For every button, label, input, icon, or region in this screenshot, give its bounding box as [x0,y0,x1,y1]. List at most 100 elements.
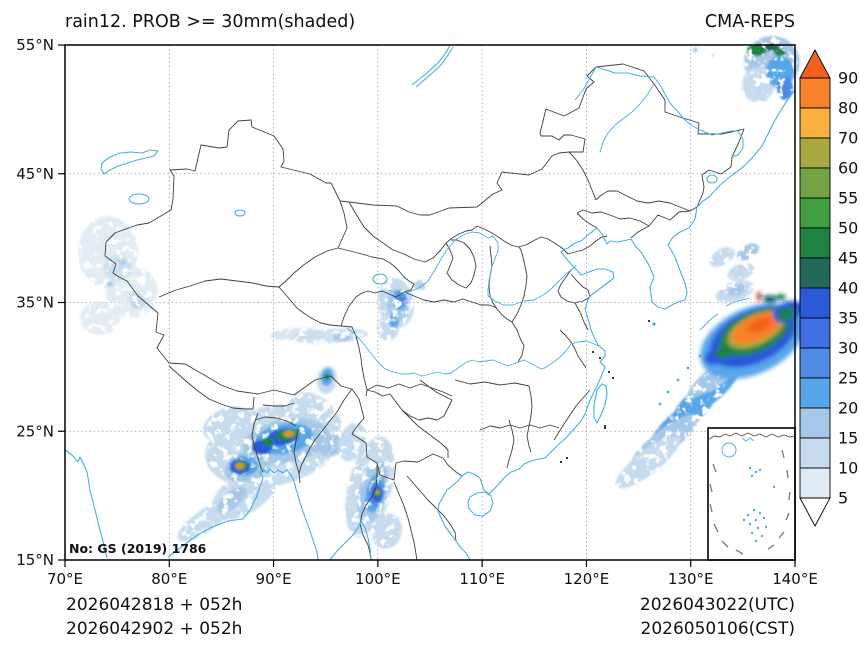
province-innermongolia-south [476,225,608,255]
province-guizhou [366,379,453,421]
thai-coast [329,520,372,561]
lon-tick-label: 90°E [256,570,292,588]
colorbar-under-arrow [799,497,831,527]
lake-bosten [234,209,246,217]
province-nanling [479,424,560,431]
lake-balkhash [100,149,159,175]
plot-title: rain12. PROB >= 30mm(shaded) [65,12,355,32]
province-xinjiang-south [158,200,348,298]
colorbar-segment [799,317,831,349]
precip-se-tibet [316,366,338,394]
footer-valid-utc: 2026043022(UTC) [640,595,795,615]
longitude-axis: 70°E 80°E 90°E 100°E 110°E 120°E 130°E 140°E [47,560,818,588]
model-label: CMA-REPS [705,12,795,32]
colorbar-tick-label: 50 [838,219,858,238]
lon-tick-label: 100°E [355,570,401,588]
province-shaanxi-shanxi [488,245,513,323]
precip-shading [78,36,804,549]
korea-coastline [630,206,698,310]
colorbar-tick-label: 60 [838,159,858,178]
colorbar-segment [799,77,831,109]
songhua-river [599,83,655,153]
footer-init-utc: 2026042818 + 052h [66,595,242,615]
colorbar-tick-label: 45 [838,249,858,268]
yangtze-river [346,327,602,377]
precip-bengal-outer [177,391,353,542]
amur-river [574,66,744,158]
border-india-myanmar [298,388,353,475]
province-shandong [557,269,591,304]
lon-tick-label: 70°E [47,570,83,588]
lake-baikal [411,44,454,88]
japan-coast-fragments [699,295,796,331]
latitude-axis: 55°N 45°N 35°N 25°N 15°N [16,36,65,569]
colorbar-tick-label: 5 [838,489,848,508]
colorbar-tick-label: 55 [838,189,858,208]
lon-tick-label: 120°E [564,570,610,588]
colorbar-tick-label: 70 [838,129,858,148]
lat-tick-label: 55°N [16,36,54,54]
border-laos-vietnam [406,475,457,542]
colorbar-segment [799,197,831,229]
colorbar-segment [799,107,831,139]
lon-tick-label: 140°E [772,570,818,588]
colorbar-segment [799,257,831,289]
colorbar-tick-label: 90 [838,69,858,88]
china-border-north [105,63,745,243]
inset-hainan [721,442,737,458]
province-shanxi-hebei [511,246,528,323]
border-bhutan [262,402,295,407]
province-jilin-liaoning [576,209,650,227]
province-liaoning-west [576,212,598,229]
inset-delta [741,437,755,442]
lat-tick-label: 45°N [16,165,54,183]
border-myanmar-thailand [359,465,378,561]
colorbar-tick-label: 25 [838,369,858,388]
lake-qinghai [372,273,388,285]
colorbar: 90 80 70 60 55 50 45 40 35 30 25 20 15 10 5 [799,49,858,527]
lat-tick-label: 15°N [16,551,54,569]
precip-japan-streaks [615,243,759,489]
border-bangladesh-north [254,416,297,427]
precip-northeast-corner [692,36,800,103]
inset-dash-line [709,449,791,555]
lat-tick-label: 35°N [16,294,54,312]
footer-valid-cst: 2026050106(CST) [641,619,795,639]
colorbar-segment [799,287,831,319]
inset-south-china-sea [707,427,796,561]
lake-khanka [706,174,718,184]
inset-islands [742,466,776,543]
province-jiangsu-anhui [574,302,589,331]
footer-init-cst: 2026042902 + 052h [66,619,242,639]
lon-tick-label: 130°E [668,570,714,588]
colorbar-tick-label: 10 [838,459,858,478]
colorbar-tick-label: 30 [838,339,858,358]
inset-coast [707,432,796,441]
province-ningxia [445,239,477,289]
hainan-island [467,491,494,517]
vietnam-coast [437,475,471,561]
graticule-grid [65,45,795,560]
precip-indochina-outer [337,422,403,549]
colorbar-segment [799,377,831,409]
colorbar-over-arrow [799,49,831,79]
province-sichuan-yunnan [366,383,453,397]
colorbar-segment [799,137,831,169]
province-anhui-zhejiang [559,329,587,369]
bay-of-bengal-coast [167,468,319,561]
province-qinghai-east [337,247,415,327]
colorbar-tick-label: 40 [838,279,858,298]
lon-tick-label: 110°E [459,570,505,588]
lake-issykkul [128,193,150,205]
border-bangladesh-west [251,412,264,473]
precip-bengal-cores [230,428,299,474]
border-bangladesh-east [293,428,301,484]
colorbar-tick-label: 20 [838,399,858,418]
border-nepal [168,365,255,410]
province-guangdong-guangxi [506,419,515,469]
india-west-coast [64,449,108,559]
colorbar-segment [799,347,831,379]
yellow-river [387,231,577,306]
